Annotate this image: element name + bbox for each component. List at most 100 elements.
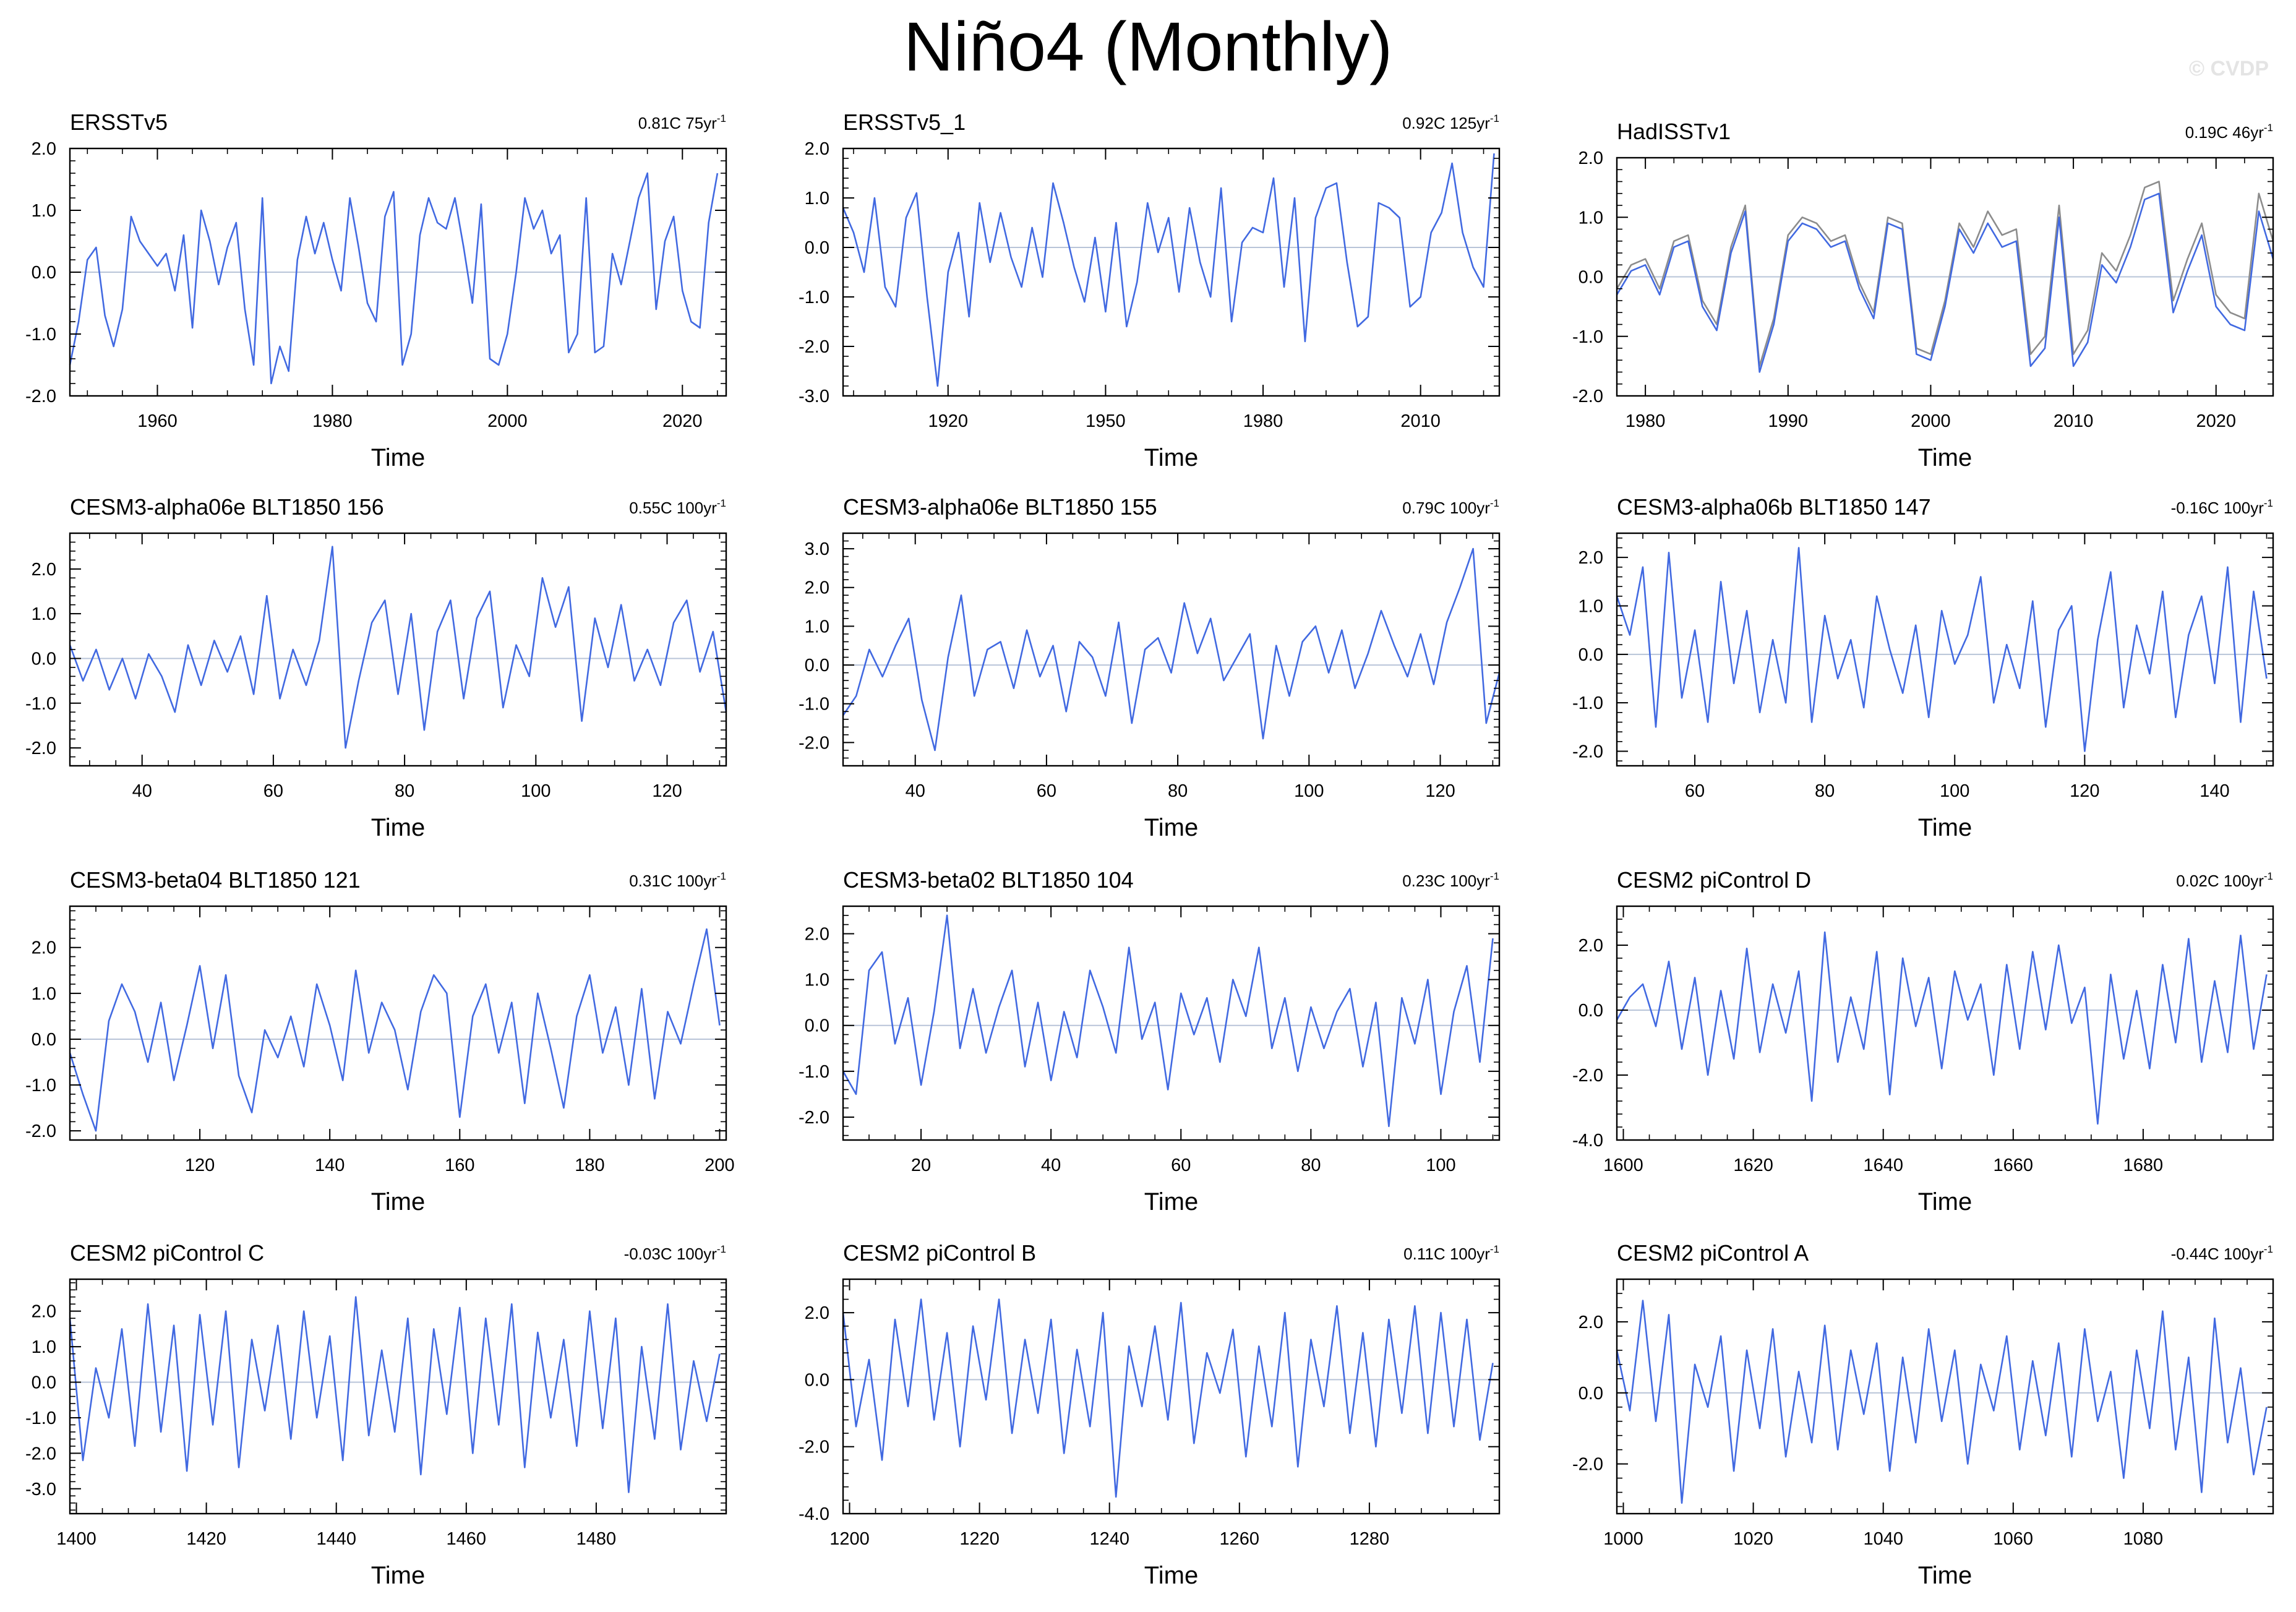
y-tick-label: 2.0: [32, 1302, 56, 1322]
trend-label: 0.92C 125yr-1: [1402, 113, 1499, 132]
trend-label-exponent: -1: [1490, 113, 1499, 124]
y-tick-label: 0.0: [805, 1016, 829, 1036]
y-tick-label: -1.0: [25, 325, 56, 345]
y-tick-label: 1.0: [32, 1337, 56, 1357]
x-tick-label: 1280: [1350, 1529, 1390, 1549]
trend-label-exponent: -1: [717, 870, 726, 882]
x-axis-label: Time: [1144, 1188, 1198, 1215]
panel-title: CESM3-alpha06b BLT1850 147: [1617, 494, 1931, 520]
y-tick-label: 1.0: [805, 617, 829, 637]
cvdp-watermark: © CVDP: [2189, 57, 2269, 80]
x-tick-label: 100: [521, 781, 550, 801]
x-tick-label: 1600: [1603, 1155, 1643, 1175]
y-tick-label: 2.0: [32, 560, 56, 580]
trend-label-exponent: -1: [1490, 1243, 1499, 1255]
panel-9: CESM2 piControl D 0.02C 100yr-1 1600 1620 16…: [1572, 867, 2274, 1215]
trend-label-exponent: -1: [2264, 870, 2273, 882]
plot-frame: [842, 905, 1501, 1141]
x-tick-label: 100: [1940, 781, 1969, 801]
panel-4: CESM3-alpha06e BLT1850 156 0.55C 100yr-1 4…: [25, 494, 727, 841]
panel-title: ERSSTv5_1: [843, 109, 966, 135]
series-line-1: [69, 1296, 721, 1493]
y-tick-label: 1.0: [32, 984, 56, 1004]
x-tick-label: 1000: [1603, 1529, 1643, 1549]
x-tick-label: 40: [1041, 1155, 1061, 1175]
x-axis-label: Time: [1144, 814, 1198, 841]
plot-frame: [842, 532, 1501, 767]
x-tick-label: 120: [1425, 781, 1455, 801]
trend-label: 0.19C 46yr-1: [2185, 122, 2273, 142]
trend-label: 0.81C 75yr-1: [638, 113, 726, 132]
series-line-1: [1616, 1300, 2268, 1504]
x-tick-label: 60: [263, 781, 283, 801]
x-tick-label: 1620: [1733, 1155, 1773, 1175]
x-tick-label: 2020: [662, 411, 703, 431]
y-tick-label: -1.0: [1572, 693, 1603, 713]
x-tick-label: 120: [2070, 781, 2099, 801]
panel-6: CESM3-alpha06b BLT1850 147 -0.16C 100yr-1…: [1572, 494, 2274, 841]
panel-3: HadISSTv1 0.19C 46yr-1 1980 1990 2000 2010 202…: [1572, 119, 2274, 471]
x-tick-label: 1920: [928, 411, 969, 431]
x-axis-label: Time: [371, 1188, 425, 1215]
x-tick-label: 140: [2200, 781, 2229, 801]
panel-title: HadISSTv1: [1617, 119, 1731, 144]
x-axis-label: Time: [1918, 444, 1972, 471]
x-tick-label: 2000: [487, 411, 528, 431]
x-axis-label: Time: [1918, 1188, 1972, 1215]
x-axis-label: Time: [371, 444, 425, 471]
x-tick-label: 1400: [56, 1529, 96, 1549]
y-tick-label: 2.0: [805, 1303, 829, 1323]
y-tick-label: 1.0: [32, 201, 56, 221]
y-tick-label: 2.0: [32, 938, 56, 958]
y-tick-label: -2.0: [799, 733, 829, 753]
x-tick-label: 140: [315, 1155, 345, 1175]
y-tick-label: 1.0: [805, 189, 829, 208]
y-tick-label: 0.0: [32, 1373, 56, 1393]
y-tick-label: 0.0: [32, 263, 56, 283]
plot-frame: [69, 532, 727, 767]
y-tick-label: -3.0: [799, 387, 829, 406]
trend-label-exponent: -1: [717, 497, 726, 509]
x-tick-label: 2000: [1911, 411, 1951, 431]
y-tick-label: 0.0: [1578, 268, 1603, 288]
x-tick-label: 40: [906, 781, 925, 801]
y-tick-label: 3.0: [805, 539, 829, 559]
trend-label: 0.02C 100yr-1: [2176, 870, 2273, 890]
panel-title: CESM3-beta04 BLT1850 121: [70, 867, 361, 893]
panel-10: CESM2 piControl C -0.03C 100yr-1 1400 1420 1…: [25, 1240, 727, 1589]
y-tick-label: 1.0: [805, 971, 829, 990]
y-tick-label: -2.0: [1572, 387, 1603, 406]
y-tick-label: 2.0: [1578, 1313, 1603, 1332]
series-line-1: [1616, 931, 2268, 1125]
panel-5: CESM3-alpha06e BLT1850 155 0.79C 100yr-1 4…: [799, 494, 1501, 841]
y-tick-label: 0.0: [805, 238, 829, 258]
series-line-1: [69, 928, 721, 1132]
x-tick-label: 1080: [2123, 1529, 2164, 1549]
y-tick-label: -1.0: [799, 695, 829, 714]
y-tick-label: 0.0: [32, 649, 56, 669]
y-tick-label: 2.0: [1578, 936, 1603, 956]
y-tick-label: 2.0: [32, 139, 56, 159]
x-tick-label: 1220: [959, 1529, 1000, 1549]
panel-8: CESM3-beta02 BLT1850 104 0.23C 100yr-1 20 4…: [799, 867, 1501, 1215]
panel-7: CESM3-beta04 BLT1850 121 0.31C 100yr-1 120…: [25, 867, 735, 1215]
y-tick-label: -2.0: [25, 1444, 56, 1464]
x-tick-label: 1240: [1089, 1529, 1129, 1549]
series-line-1: [1616, 547, 2268, 752]
panel-12: CESM2 piControl A -0.44C 100yr-1 1000 1020 1…: [1572, 1240, 2274, 1589]
y-tick-label: -2.0: [799, 1438, 829, 1457]
x-tick-label: 1200: [829, 1529, 870, 1549]
y-tick-label: 0.0: [1578, 1384, 1603, 1404]
y-tick-label: 1.0: [32, 604, 56, 624]
y-tick-label: 2.0: [805, 578, 829, 598]
trend-label-exponent: -1: [2264, 1243, 2273, 1255]
y-tick-label: -2.0: [1572, 1455, 1603, 1475]
y-tick-label: -3.0: [25, 1480, 56, 1499]
y-tick-label: -1.0: [25, 1076, 56, 1095]
panel-1: ERSSTv5 0.81C 75yr-1 1960 1980 2000 2020 -2.0 -…: [25, 109, 727, 471]
x-axis-label: Time: [371, 814, 425, 841]
y-tick-label: 2.0: [805, 139, 829, 159]
panel-title: CESM2 piControl C: [70, 1240, 264, 1266]
trend-label-exponent: -1: [1490, 870, 1499, 882]
